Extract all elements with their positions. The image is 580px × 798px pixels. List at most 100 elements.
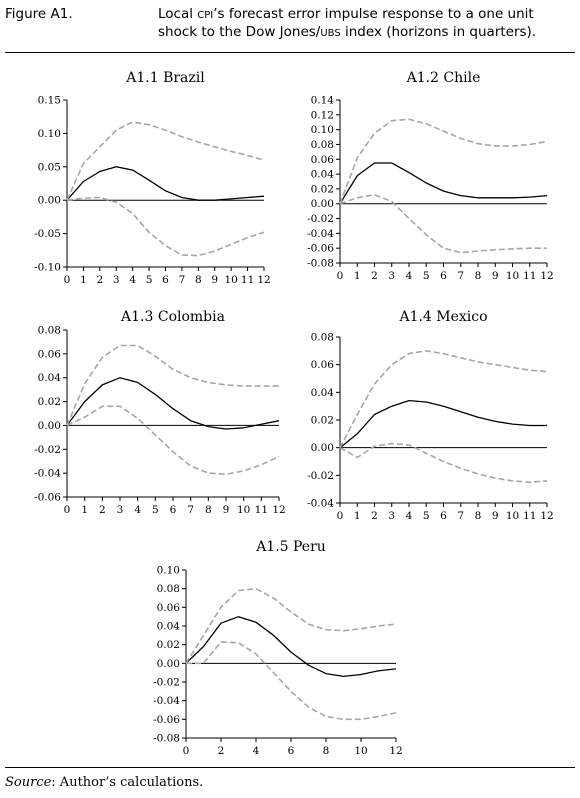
source-label: Source xyxy=(5,775,52,790)
y-tick-label: -0.10 xyxy=(34,262,61,274)
y-tick-label: 0.06 xyxy=(157,602,181,614)
x-tick-label: 1 xyxy=(354,510,361,522)
x-tick-label: 9 xyxy=(492,510,499,522)
x-tick-label: 2 xyxy=(96,274,103,286)
response-line xyxy=(339,399,547,449)
source-note: Source: Author’s calculations. xyxy=(5,775,203,790)
caption-abbrev-cpi: CPI xyxy=(197,10,214,21)
x-tick-label: 4 xyxy=(406,510,413,522)
response-line xyxy=(185,616,397,678)
upper-band-line xyxy=(185,587,397,664)
x-tick-label: 3 xyxy=(117,504,124,516)
x-tick-label: 10 xyxy=(224,274,237,286)
x-tick-label: 7 xyxy=(457,510,464,522)
y-tick-label: 0.15 xyxy=(38,95,61,107)
x-tick-label: 0 xyxy=(64,274,71,286)
x-tick-label: 12 xyxy=(540,270,553,282)
x-tick-label: 10 xyxy=(354,745,367,757)
y-tick-label: 0.12 xyxy=(311,109,334,121)
x-tick-label: 4 xyxy=(129,274,136,286)
chart-title: A1.2 Chile xyxy=(406,70,481,86)
y-tick-label: 0.00 xyxy=(157,658,180,670)
caption-text: ’s forecast error impulse response to a … xyxy=(158,6,534,40)
x-tick-label: 7 xyxy=(179,274,186,286)
lower-band-line xyxy=(339,194,547,254)
x-tick-label: 5 xyxy=(423,270,430,282)
y-tick-label: 0.02 xyxy=(311,183,334,195)
y-tick-label: 0.00 xyxy=(38,195,61,207)
x-tick-label: 12 xyxy=(272,504,285,516)
x-tick-label: 12 xyxy=(389,745,402,757)
y-tick-label: -0.02 xyxy=(34,444,61,456)
x-tick-label: 9 xyxy=(223,504,230,516)
y-tick-label: 0.00 xyxy=(38,420,61,432)
y-tick-label: 0.00 xyxy=(311,198,334,210)
caption-abbrev-ubs: UBS xyxy=(320,28,341,39)
y-tick-label: -0.04 xyxy=(153,695,180,707)
x-tick-label: 0 xyxy=(64,504,71,516)
response-line xyxy=(66,166,265,201)
y-tick-label: 0.08 xyxy=(311,332,334,344)
x-tick-label: 8 xyxy=(195,274,202,286)
y-tick-label: 0.10 xyxy=(311,124,334,136)
x-tick-label: 8 xyxy=(205,504,212,516)
top-rule xyxy=(5,52,575,53)
y-tick-label: 0.06 xyxy=(311,359,335,371)
y-tick-label: 0.08 xyxy=(38,325,61,337)
y-tick-label: 0.08 xyxy=(311,139,334,151)
y-tick-label: -0.08 xyxy=(307,258,334,270)
y-tick-label: 0.05 xyxy=(38,161,61,173)
x-tick-label: 11 xyxy=(523,270,536,282)
y-tick-label: 0.10 xyxy=(38,128,61,140)
y-tick-label: 0.02 xyxy=(38,396,61,408)
x-tick-label: 12 xyxy=(257,274,270,286)
y-tick-label: 0.04 xyxy=(38,372,62,384)
x-tick-label: 5 xyxy=(423,510,430,522)
x-tick-label: 4 xyxy=(253,745,260,757)
response-line xyxy=(339,162,548,205)
x-tick-label: 1 xyxy=(81,504,88,516)
y-tick-label: -0.05 xyxy=(34,228,61,240)
x-tick-label: 2 xyxy=(218,745,225,757)
y-tick-label: 0.08 xyxy=(157,583,180,595)
lower-band-line xyxy=(186,641,397,721)
x-tick-label: 11 xyxy=(523,510,536,522)
x-tick-label: 10 xyxy=(506,270,519,282)
y-tick-label: -0.06 xyxy=(307,243,334,255)
x-tick-label: 2 xyxy=(371,270,378,282)
x-tick-label: 4 xyxy=(406,270,413,282)
upper-band-line xyxy=(339,349,548,449)
chart-title: A1.3 Colombia xyxy=(120,309,225,325)
caption-text: Local xyxy=(158,6,198,22)
upper-band-line xyxy=(66,344,279,426)
x-tick-label: 5 xyxy=(146,274,153,286)
x-tick-label: 6 xyxy=(440,270,447,282)
x-tick-label: 12 xyxy=(540,510,553,522)
x-tick-label: 6 xyxy=(440,510,447,522)
figure-label: Figure A1. xyxy=(5,6,73,22)
x-tick-label: 9 xyxy=(211,274,218,286)
y-tick-label: 0.10 xyxy=(157,565,180,577)
y-tick-label: 0.04 xyxy=(157,621,181,633)
upper-band-line xyxy=(339,118,548,204)
x-tick-label: 8 xyxy=(475,510,482,522)
x-tick-label: 9 xyxy=(492,270,499,282)
y-tick-label: 0.00 xyxy=(311,442,334,454)
x-tick-label: 0 xyxy=(337,270,344,282)
x-tick-label: 8 xyxy=(475,270,482,282)
x-tick-label: 6 xyxy=(170,504,177,516)
x-tick-label: 1 xyxy=(80,274,87,286)
x-tick-label: 0 xyxy=(183,745,190,757)
caption-text: index (horizons in quarters). xyxy=(340,24,537,40)
x-tick-label: 4 xyxy=(134,504,141,516)
lower-band-line xyxy=(66,405,280,476)
x-tick-label: 10 xyxy=(506,510,519,522)
y-tick-label: -0.02 xyxy=(153,677,180,689)
y-tick-label: 0.06 xyxy=(38,348,62,360)
x-tick-label: 6 xyxy=(288,745,295,757)
response-line xyxy=(66,377,280,430)
